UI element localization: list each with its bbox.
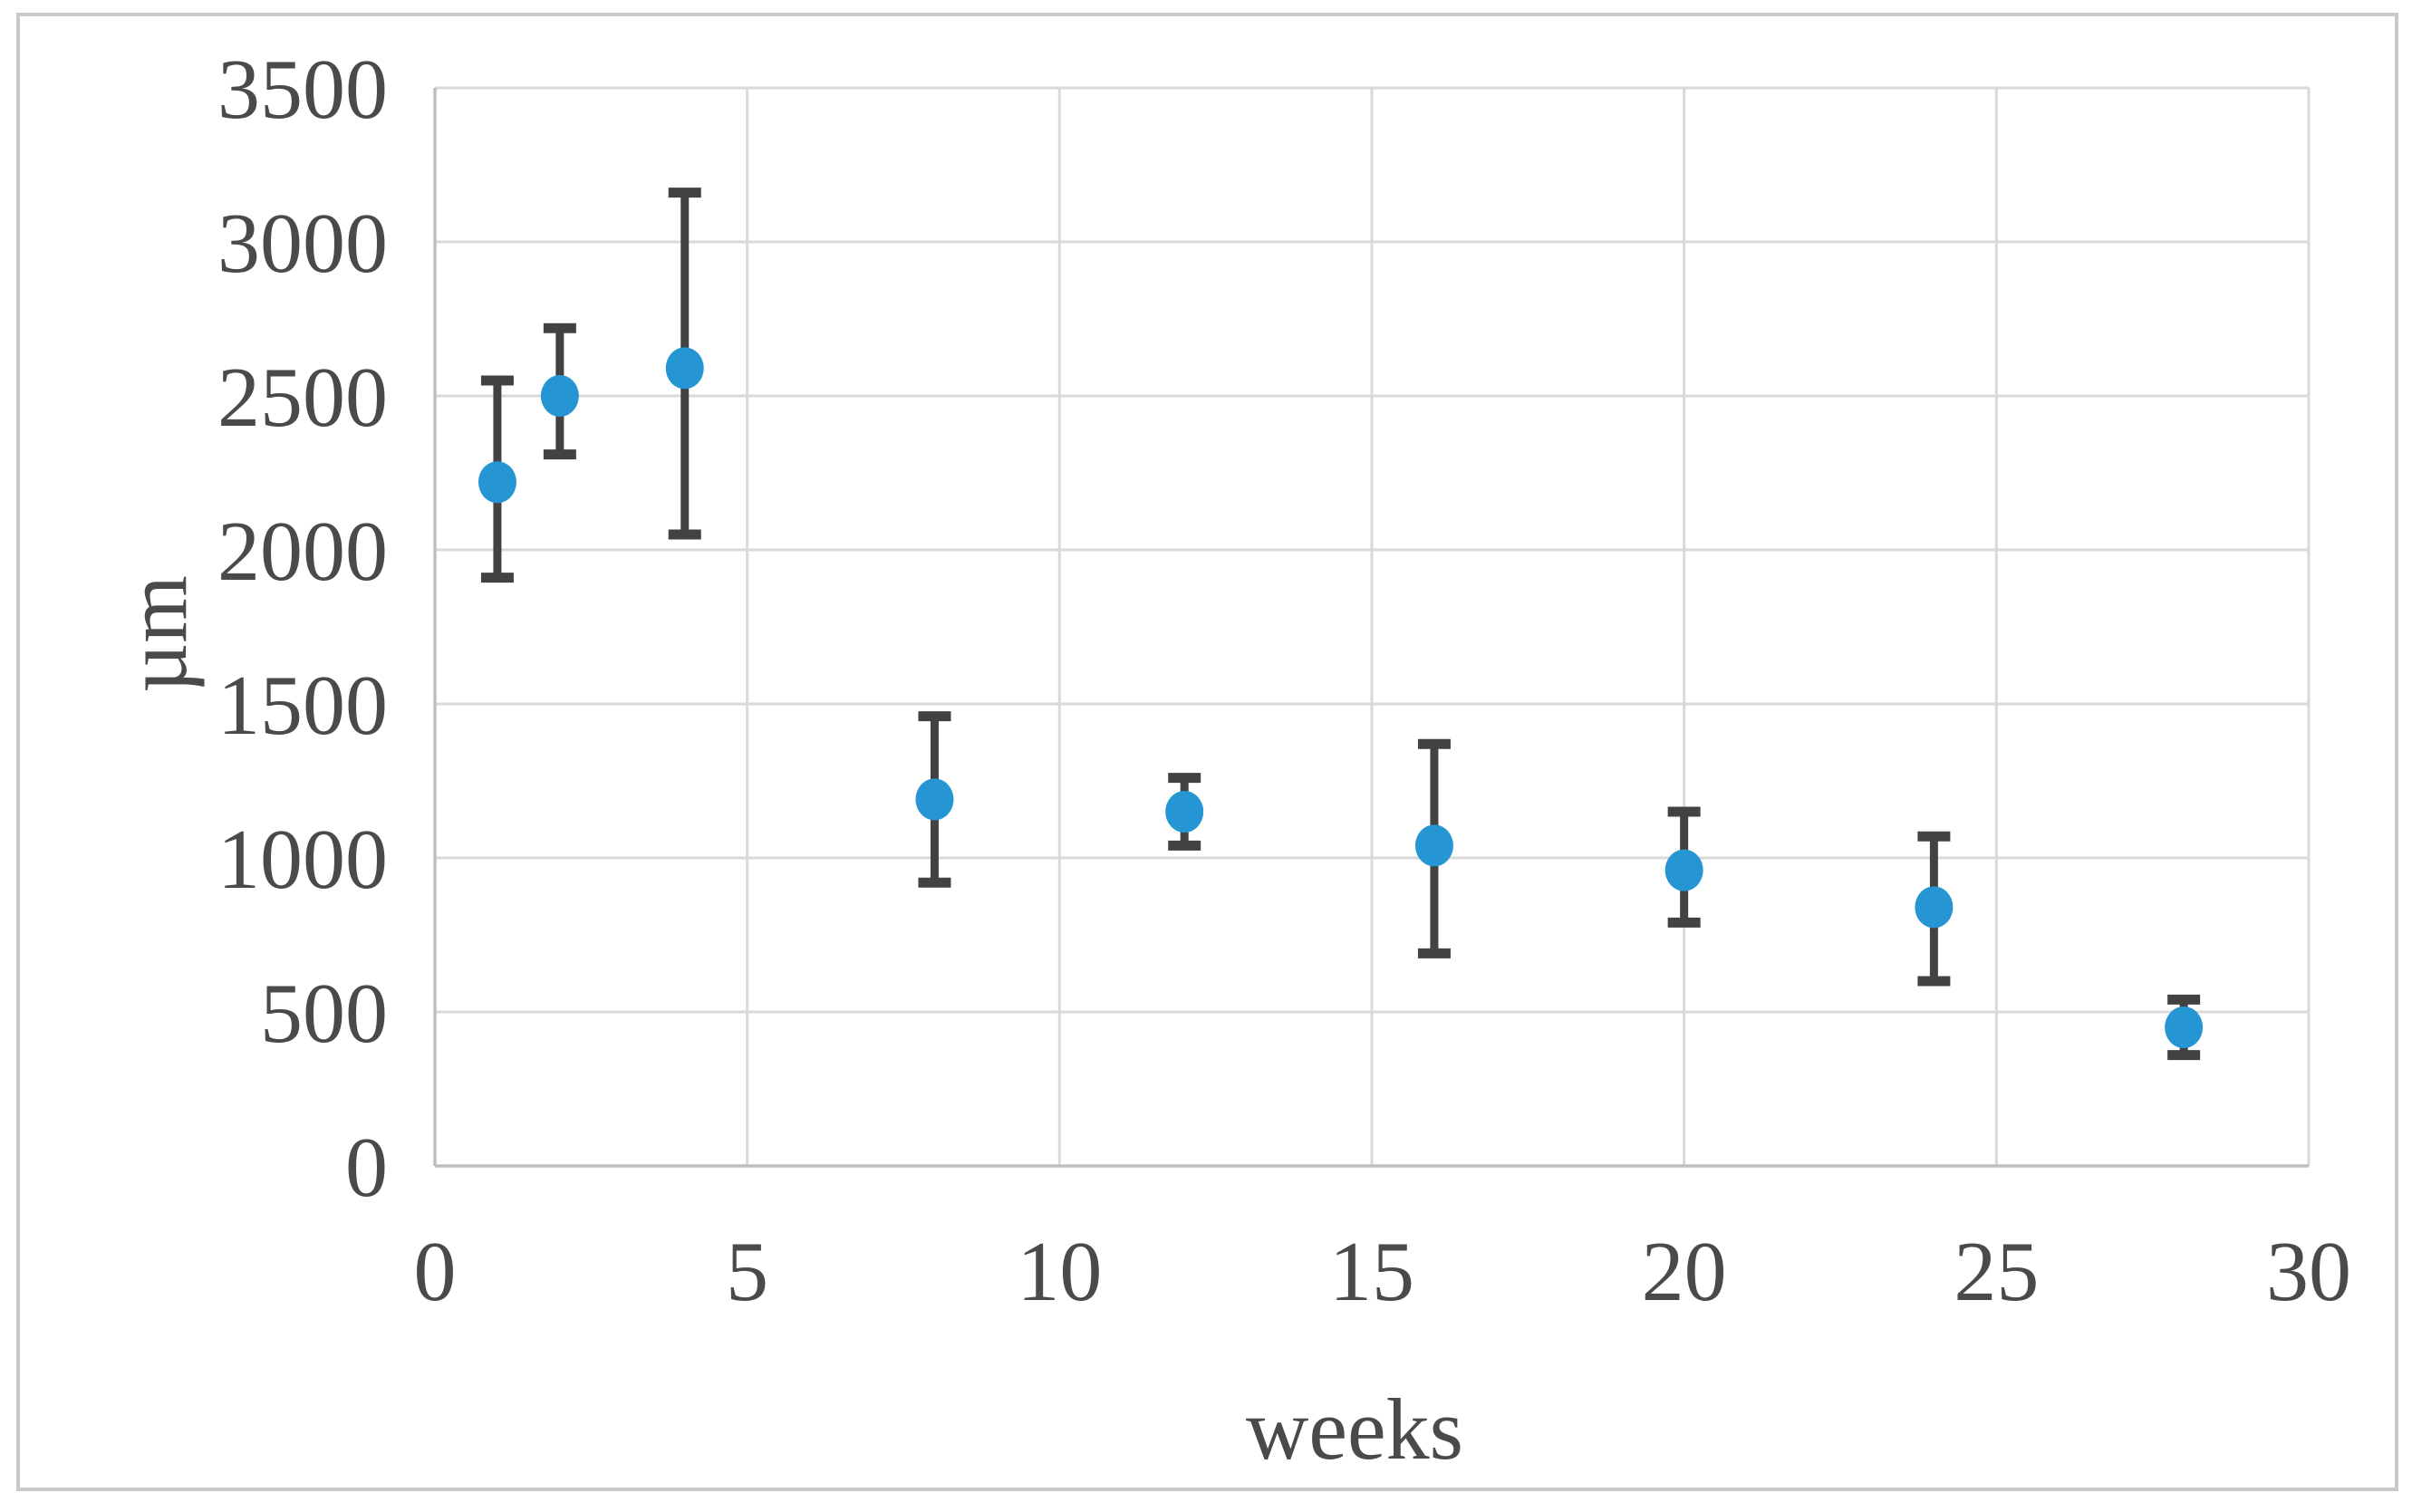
axis-lines — [433, 88, 2309, 1168]
data-point-marker — [915, 778, 954, 821]
y-axis-title: µm — [108, 575, 205, 693]
tick-labels: 0 500 1000 1500 2000 2500 3000 3500 0 5 10 15 20 25 30 — [217, 43, 2351, 1319]
y-tick-label: 500 — [260, 967, 388, 1061]
x-tick-label: 25 — [1954, 1225, 2039, 1319]
y-tick-label: 3000 — [217, 197, 388, 291]
data-point-marker — [1414, 824, 1453, 867]
x-tick-label: 15 — [1329, 1225, 1414, 1319]
x-tick-label: 5 — [726, 1225, 768, 1319]
gridlines — [435, 86, 2311, 1166]
data-point-marker — [2165, 1006, 2204, 1048]
x-tick-label: 30 — [2266, 1225, 2351, 1319]
x-axis-title: weeks — [1246, 1381, 1463, 1478]
chart-border — [16, 13, 2398, 1491]
y-tick-label: 3500 — [217, 43, 388, 137]
y-tick-label: 2000 — [217, 505, 388, 599]
data-point-marker — [478, 461, 516, 504]
y-tick-label: 0 — [345, 1121, 388, 1215]
data-points — [478, 347, 2204, 1048]
data-point-marker — [1915, 886, 1954, 929]
x-tick-label: 10 — [1017, 1225, 1102, 1319]
y-tick-label: 2500 — [217, 351, 388, 445]
data-point-marker — [1165, 791, 1204, 833]
data-point-marker — [1664, 849, 1703, 891]
y-tick-label: 1500 — [217, 659, 388, 753]
y-tick-label: 1000 — [217, 813, 388, 907]
x-tick-label: 20 — [1642, 1225, 1727, 1319]
data-point-marker — [540, 375, 579, 417]
x-tick-label: 0 — [414, 1225, 457, 1319]
data-point-marker — [665, 347, 704, 390]
